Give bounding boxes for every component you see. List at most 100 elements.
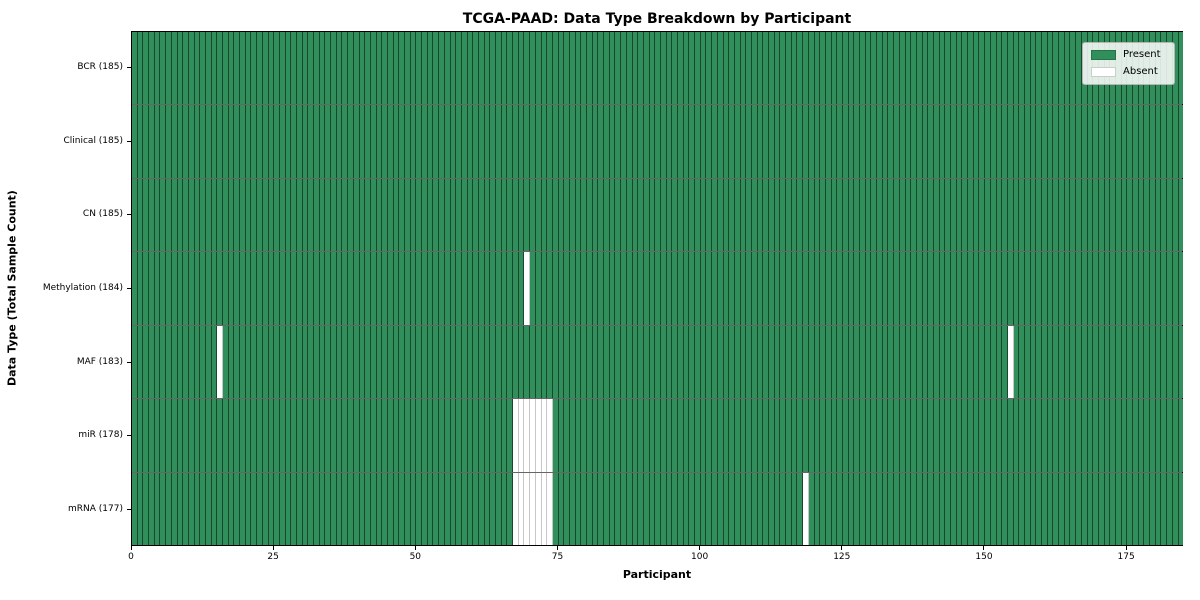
cell-present bbox=[899, 32, 906, 105]
cell-present bbox=[1178, 178, 1184, 252]
cell-present bbox=[1002, 252, 1008, 325]
cell-present bbox=[1007, 178, 1014, 252]
cell-present bbox=[331, 252, 337, 325]
cell-present bbox=[1036, 178, 1042, 252]
cell-present bbox=[860, 178, 866, 252]
cell-present bbox=[450, 32, 457, 105]
cell-present bbox=[490, 32, 496, 105]
cell-present bbox=[331, 399, 337, 472]
cell-present bbox=[535, 105, 542, 178]
cell-present bbox=[780, 399, 787, 472]
cell-present bbox=[456, 105, 462, 178]
cell-present bbox=[854, 105, 860, 178]
cell-present bbox=[888, 32, 895, 105]
cell-present bbox=[547, 178, 553, 252]
cell-present bbox=[171, 325, 178, 399]
cell-present bbox=[1076, 178, 1082, 252]
cell-present bbox=[911, 178, 917, 252]
cell-present bbox=[154, 325, 161, 399]
cell-present bbox=[751, 325, 758, 399]
cell-present bbox=[211, 105, 218, 178]
cell-present bbox=[717, 252, 724, 325]
cell-present bbox=[842, 105, 849, 178]
cell-present bbox=[393, 105, 400, 178]
cell-present bbox=[774, 399, 781, 472]
cell-present bbox=[916, 325, 923, 399]
y-tick-label-methylation: Methylation (184) bbox=[42, 283, 123, 293]
cell-present bbox=[541, 32, 548, 105]
cell-present bbox=[865, 32, 872, 105]
cell-present bbox=[484, 178, 491, 252]
cell-present bbox=[1178, 472, 1184, 545]
cell-present bbox=[780, 472, 787, 545]
cell-present bbox=[1036, 105, 1042, 178]
cell-present bbox=[615, 105, 622, 178]
cell-present bbox=[513, 178, 519, 252]
cell-present bbox=[979, 32, 986, 105]
cell-present bbox=[945, 399, 951, 472]
cell-present bbox=[217, 472, 223, 545]
cell-present bbox=[302, 32, 309, 105]
cell-present bbox=[507, 472, 514, 545]
cell-present bbox=[575, 32, 582, 105]
x-tick-label-25: 25 bbox=[267, 552, 279, 562]
cell-present bbox=[1172, 178, 1179, 252]
cell-present bbox=[985, 252, 991, 325]
cell-present bbox=[592, 472, 599, 545]
cell-present bbox=[393, 399, 400, 472]
cell-present bbox=[177, 325, 184, 399]
cell-present bbox=[217, 252, 223, 325]
cell-absent bbox=[535, 472, 542, 545]
cell-present bbox=[564, 32, 570, 105]
cell-present bbox=[302, 252, 309, 325]
cell-present bbox=[234, 178, 241, 252]
cell-present bbox=[848, 399, 855, 472]
cell-present bbox=[1121, 105, 1128, 178]
cell-present bbox=[143, 472, 150, 545]
cell-present bbox=[274, 399, 280, 472]
cell-present bbox=[461, 32, 468, 105]
cell-present bbox=[791, 252, 798, 325]
cell-present bbox=[973, 32, 980, 105]
cell-present bbox=[621, 105, 627, 178]
cell-present bbox=[154, 32, 161, 105]
cell-present bbox=[575, 105, 582, 178]
cell-present bbox=[888, 399, 895, 472]
cell-present bbox=[217, 399, 223, 472]
cell-present bbox=[746, 399, 752, 472]
cell-present bbox=[296, 32, 303, 105]
cell-present bbox=[598, 472, 605, 545]
cell-present bbox=[541, 325, 548, 399]
cell-present bbox=[871, 399, 878, 472]
cell-present bbox=[734, 252, 741, 325]
cell-present bbox=[319, 399, 326, 472]
cell-present bbox=[1013, 325, 1020, 399]
cell-present bbox=[1133, 325, 1139, 399]
cell-present bbox=[905, 325, 912, 399]
cell-present bbox=[888, 472, 895, 545]
cell-present bbox=[962, 178, 969, 252]
cell-absent bbox=[541, 472, 548, 545]
cell-present bbox=[234, 252, 241, 325]
cell-present bbox=[888, 178, 895, 252]
cell-present bbox=[666, 472, 673, 545]
cell-absent bbox=[513, 472, 519, 545]
cell-present bbox=[439, 399, 445, 472]
cell-present bbox=[478, 252, 485, 325]
cell-present bbox=[848, 178, 855, 252]
cell-present bbox=[137, 178, 144, 252]
cell-present bbox=[871, 252, 878, 325]
cell-present bbox=[564, 178, 570, 252]
cell-present bbox=[831, 252, 838, 325]
cell-present bbox=[786, 399, 792, 472]
cell-present bbox=[928, 472, 934, 545]
cell-present bbox=[871, 105, 878, 178]
cell-present bbox=[842, 32, 849, 105]
cell-present bbox=[1104, 105, 1111, 178]
cell-present bbox=[376, 252, 383, 325]
cell-present bbox=[285, 178, 292, 252]
cell-present bbox=[427, 399, 434, 472]
cell-present bbox=[132, 252, 138, 325]
cell-present bbox=[1093, 178, 1099, 252]
cell-present bbox=[933, 32, 940, 105]
